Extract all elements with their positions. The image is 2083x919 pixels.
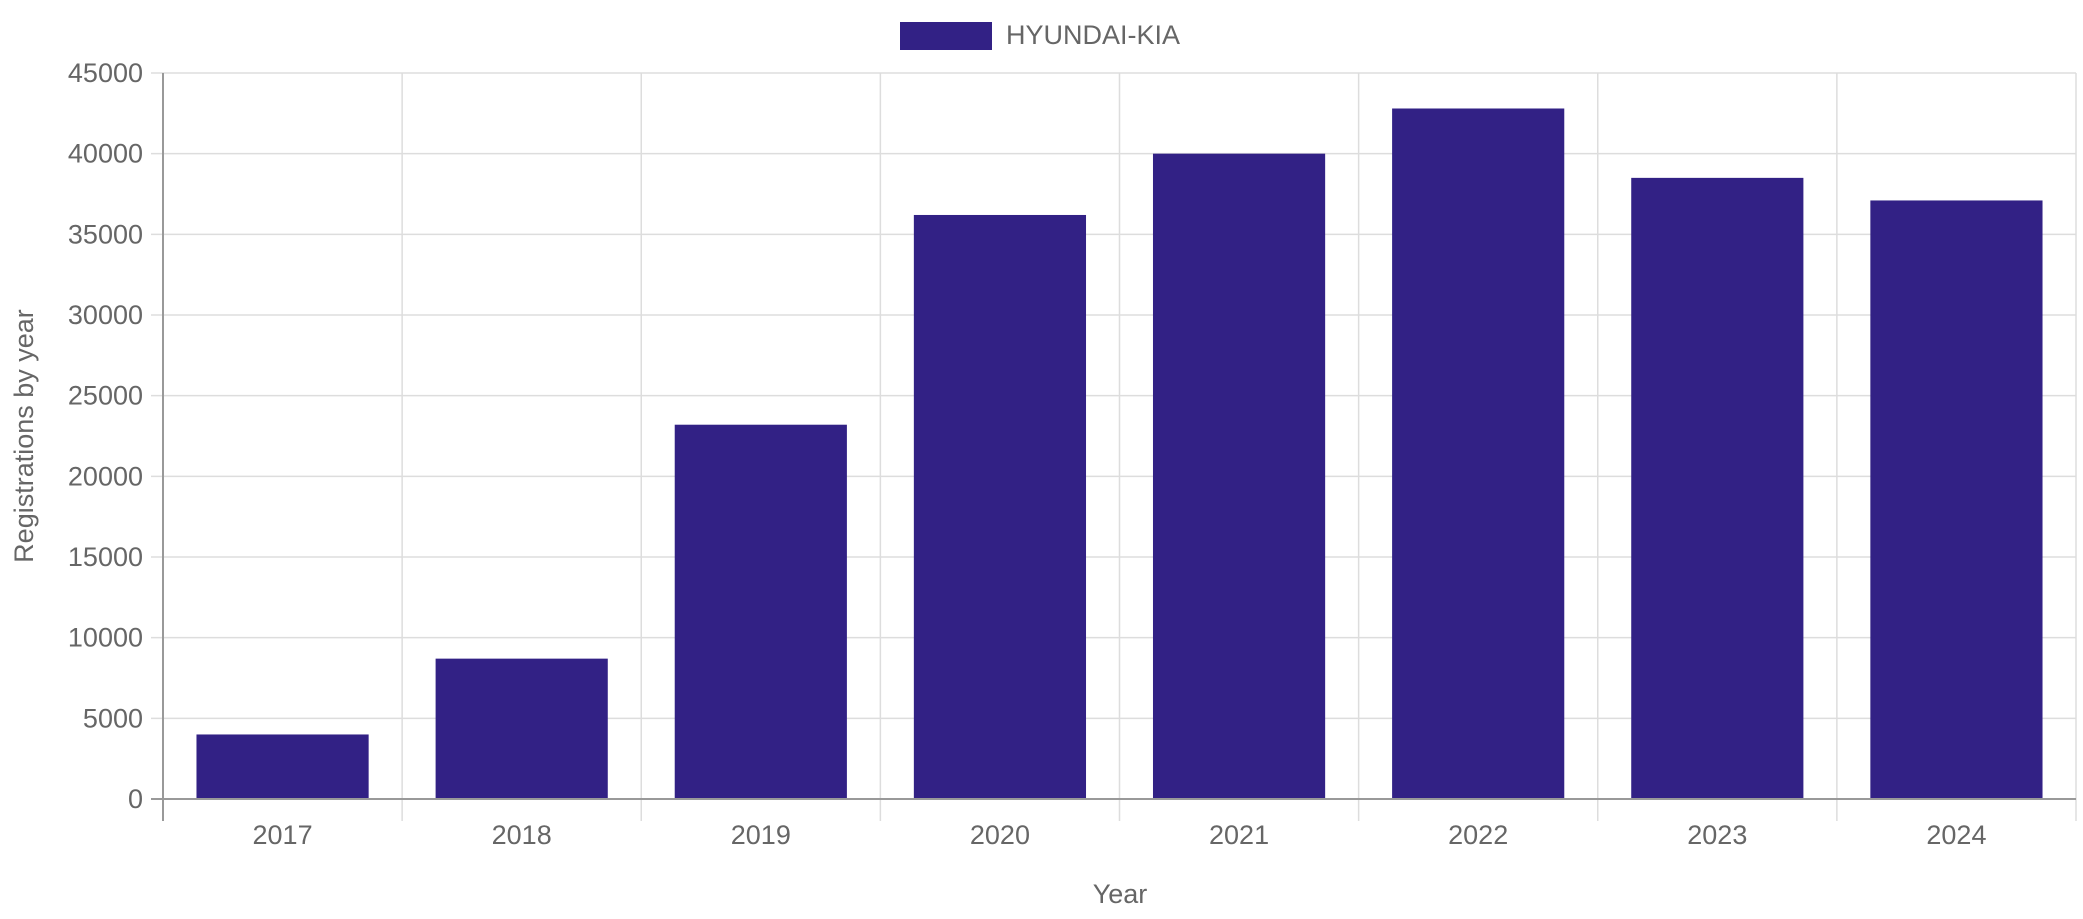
y-tick-label-30000: 30000	[68, 300, 143, 330]
legend[interactable]: HYUNDAI-KIA	[900, 20, 1180, 50]
y-tick-label-5000: 5000	[83, 703, 143, 733]
y-tick-label-45000: 45000	[68, 58, 143, 88]
x-tick-label-2023: 2023	[1687, 820, 1747, 850]
bar-2021	[1152, 153, 1326, 799]
grid-lines	[151, 72, 2077, 821]
bar-2018	[435, 658, 608, 799]
axes	[151, 73, 2076, 821]
y-tick-label-20000: 20000	[68, 461, 143, 491]
y-tick-label-10000: 10000	[68, 623, 143, 653]
legend-swatch[interactable]	[900, 22, 992, 50]
y-axis-title: Registrations by year	[9, 309, 39, 563]
x-tick-label-2020: 2020	[970, 820, 1030, 850]
y-tick-label-15000: 15000	[68, 542, 143, 572]
x-tick-label-2018: 2018	[492, 820, 552, 850]
x-axis-title: Year	[1093, 879, 1148, 909]
y-tick-label-35000: 35000	[68, 219, 143, 249]
bar-2019	[674, 424, 847, 799]
x-tick-label-2024: 2024	[1926, 820, 1986, 850]
x-tick-label-2022: 2022	[1448, 820, 1508, 850]
bars	[196, 108, 2043, 799]
y-tick-label-0: 0	[128, 784, 143, 814]
y-tick-label-25000: 25000	[68, 381, 143, 411]
x-tick-label-2019: 2019	[731, 820, 791, 850]
x-axis-tick-labels: 2017 2018 2019 2020 2021 2022 2023 2024	[253, 820, 1987, 850]
bar-2022	[1392, 108, 1565, 799]
x-tick-label-2017: 2017	[253, 820, 313, 850]
bar-2017	[196, 734, 369, 799]
bar-2024	[1870, 200, 2043, 799]
bar-2020	[913, 214, 1087, 799]
y-axis-tick-labels: 0 5000 10000 15000 20000 25000 30000 35000 40000…	[68, 58, 143, 814]
y-tick-label-40000: 40000	[68, 139, 143, 169]
legend-label[interactable]: HYUNDAI-KIA	[1006, 20, 1180, 50]
x-tick-label-2021: 2021	[1209, 820, 1269, 850]
bar-2023	[1631, 177, 1804, 799]
